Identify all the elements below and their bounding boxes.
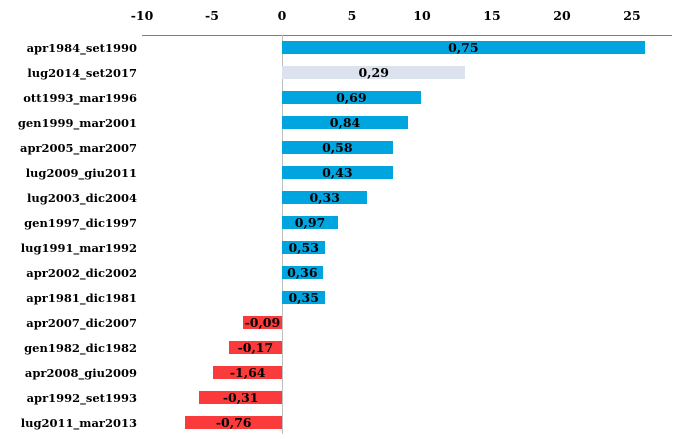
category-label: apr1984_set1990 (26, 40, 137, 55)
bar (282, 291, 326, 304)
bar (282, 166, 393, 179)
bar-value-label: 0,35 (288, 290, 319, 305)
x-tick-label: 0 (277, 8, 287, 23)
x-tick-label: 10 (413, 8, 431, 23)
bar (185, 416, 282, 429)
category-label: gen1999_mar2001 (17, 115, 137, 130)
category-label: apr1992_set1993 (26, 390, 137, 405)
bar-value-label: 0,29 (358, 65, 389, 80)
x-axis-line (142, 35, 672, 36)
bar (282, 116, 408, 129)
bar-value-label: 0,97 (294, 215, 326, 230)
category-label: lug2009_giu2011 (25, 165, 137, 180)
bar-value-label: -0,31 (222, 390, 259, 405)
bar (282, 191, 368, 204)
category-label: apr2007_dic2007 (26, 315, 137, 330)
bar (282, 241, 326, 254)
bar-value-label: -0,76 (215, 415, 252, 430)
category-label: gen1982_dic1982 (24, 340, 137, 355)
bar-value-label: 0,43 (322, 165, 353, 180)
bar-value-label: -0,17 (237, 340, 274, 355)
bar-value-label: 0,33 (309, 190, 340, 205)
category-label: apr2008_giu2009 (24, 365, 137, 380)
x-tick-label: 5 (347, 8, 357, 23)
bar (282, 266, 323, 279)
category-label: apr1981_dic1981 (26, 290, 137, 305)
bar-value-label: -1,64 (229, 365, 266, 380)
bar (282, 91, 421, 104)
x-tick-label: 20 (553, 8, 571, 23)
bar-value-label: 0,53 (288, 240, 319, 255)
x-tick-label: -5 (205, 8, 219, 23)
bar (282, 216, 338, 229)
bar (282, 66, 466, 79)
bar-value-label: 0,36 (287, 265, 318, 280)
bar-value-label: 0,69 (336, 90, 367, 105)
category-label: lug2011_mar2013 (20, 415, 137, 430)
category-label: lug2003_dic2004 (27, 190, 137, 205)
bar (282, 41, 645, 54)
category-label: apr2005_mar2007 (20, 140, 137, 155)
x-tick-label: 25 (623, 8, 641, 23)
bar-value-label: 0,84 (329, 115, 361, 130)
bar-value-label: 0,75 (448, 40, 479, 55)
bar-value-label: -0,09 (244, 315, 281, 330)
category-label: apr2002_dic2002 (26, 265, 137, 280)
bar (199, 391, 282, 404)
bar (282, 141, 393, 154)
category-label: lug2014_set2017 (27, 65, 137, 80)
bar (228, 341, 282, 354)
x-tick-label: -10 (130, 8, 154, 23)
category-label: ott1993_mar1996 (23, 90, 137, 105)
zero-gridline (282, 35, 283, 434)
bar (213, 366, 282, 379)
category-label: gen1997_dic1997 (24, 215, 137, 230)
category-label: lug1991_mar1992 (20, 240, 137, 255)
x-tick-label: 15 (483, 8, 501, 23)
bar (242, 316, 282, 329)
bar-value-label: 0,58 (322, 140, 353, 155)
